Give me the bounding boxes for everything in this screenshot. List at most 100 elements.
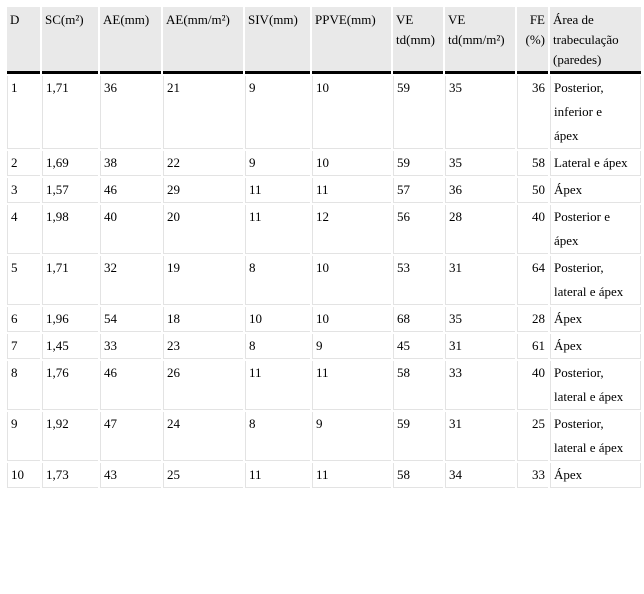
column-header-siv: SIV(mm): [245, 7, 310, 74]
cell-ppve: 11: [312, 178, 391, 203]
table-row-4: 4 1,98 40 20 11 12 56 28 40 Posterior e ápex: [7, 205, 641, 254]
cell-ae: 46: [100, 178, 161, 203]
cell-ve-td: 68: [393, 307, 443, 332]
cell-ppve: 10: [312, 256, 391, 305]
cell-siv: 11: [245, 463, 310, 488]
cell-ae: 36: [100, 76, 161, 149]
cell-ve-td: 53: [393, 256, 443, 305]
cell-ae-m2: 24: [163, 412, 243, 461]
cell-sc: 1,71: [42, 76, 98, 149]
cell-area: Posterior e ápex: [550, 205, 641, 254]
cell-fe: 28: [517, 307, 548, 332]
table-row-5: 5 1,71 32 19 8 10 53 31 64 Posterior, lateral e á…: [7, 256, 641, 305]
cell-d: 7: [7, 334, 40, 359]
cell-area: Lateral e ápex: [550, 151, 641, 176]
table-row-7: 7 1,45 33 23 8 9 45 31 61 Ápex: [7, 334, 641, 359]
cell-fe: 61: [517, 334, 548, 359]
column-header-ve-td: VE td(mm): [393, 7, 443, 74]
column-header-fe: FE (%): [517, 7, 548, 74]
cell-area: Posterior, lateral e ápex: [550, 412, 641, 461]
cell-area: Ápex: [550, 178, 641, 203]
cell-sc: 1,92: [42, 412, 98, 461]
table-row-6: 6 1,96 54 18 10 10 68 35 28 Ápex: [7, 307, 641, 332]
cell-d: 1: [7, 76, 40, 149]
cell-ae-m2: 29: [163, 178, 243, 203]
cell-ve-td: 56: [393, 205, 443, 254]
cell-ae: 47: [100, 412, 161, 461]
cell-ve-td: 45: [393, 334, 443, 359]
cell-d: 5: [7, 256, 40, 305]
cell-fe: 50: [517, 178, 548, 203]
cell-d: 2: [7, 151, 40, 176]
cell-ae: 32: [100, 256, 161, 305]
cell-area: Ápex: [550, 463, 641, 488]
cell-d: 4: [7, 205, 40, 254]
cell-d: 6: [7, 307, 40, 332]
cell-ae-m2: 22: [163, 151, 243, 176]
cell-d: 8: [7, 361, 40, 410]
cell-ae: 46: [100, 361, 161, 410]
cell-ve-td-m2: 35: [445, 151, 515, 176]
cell-ae-m2: 19: [163, 256, 243, 305]
cell-fe: 64: [517, 256, 548, 305]
cell-d: 9: [7, 412, 40, 461]
cell-ppve: 12: [312, 205, 391, 254]
cell-ve-td-m2: 31: [445, 412, 515, 461]
cell-ve-td: 57: [393, 178, 443, 203]
column-header-ppve: PPVE(mm): [312, 7, 391, 74]
cell-siv: 9: [245, 76, 310, 149]
column-header-ae: AE(mm): [100, 7, 161, 74]
cell-ae-m2: 18: [163, 307, 243, 332]
table-row-9: 9 1,92 47 24 8 9 59 31 25 Posterior, lateral e áp…: [7, 412, 641, 461]
cell-ve-td-m2: 36: [445, 178, 515, 203]
cell-siv: 11: [245, 361, 310, 410]
cell-siv: 8: [245, 334, 310, 359]
cell-ae-m2: 23: [163, 334, 243, 359]
cell-ae: 43: [100, 463, 161, 488]
cell-d: 3: [7, 178, 40, 203]
cell-ve-td-m2: 35: [445, 307, 515, 332]
cell-area: Posterior, lateral e ápex: [550, 361, 641, 410]
cell-ppve: 9: [312, 412, 391, 461]
cell-ae-m2: 26: [163, 361, 243, 410]
cell-ve-td-m2: 33: [445, 361, 515, 410]
cell-fe: 33: [517, 463, 548, 488]
table-body: 1 1,71 36 21 9 10 59 35 36 Posterior, inferior e …: [7, 76, 641, 488]
column-header-ve-td-m2: VE td(mm/m²): [445, 7, 515, 74]
table-row-2: 2 1,69 38 22 9 10 59 35 58 Lateral e ápex: [7, 151, 641, 176]
cell-ve-td: 58: [393, 361, 443, 410]
cell-fe: 25: [517, 412, 548, 461]
cell-ae: 38: [100, 151, 161, 176]
table-row-8: 8 1,76 46 26 11 11 58 33 40 Posterior, lateral e …: [7, 361, 641, 410]
column-header-sc: SC(m²): [42, 7, 98, 74]
cell-area: Ápex: [550, 307, 641, 332]
cell-sc: 1,45: [42, 334, 98, 359]
cell-ve-td-m2: 31: [445, 256, 515, 305]
cell-ppve: 11: [312, 361, 391, 410]
table-header: D SC(m²) AE(mm) AE(mm/m²) SIV(mm) PPVE(mm) VE …: [7, 7, 641, 74]
cell-ppve: 10: [312, 76, 391, 149]
cell-siv: 8: [245, 412, 310, 461]
table-row-3: 3 1,57 46 29 11 11 57 36 50 Ápex: [7, 178, 641, 203]
cell-siv: 8: [245, 256, 310, 305]
cell-fe: 40: [517, 205, 548, 254]
cell-ve-td-m2: 31: [445, 334, 515, 359]
cell-ae: 33: [100, 334, 161, 359]
cell-ae-m2: 20: [163, 205, 243, 254]
cell-ppve: 10: [312, 307, 391, 332]
column-header-d: D: [7, 7, 40, 74]
cell-ve-td: 58: [393, 463, 443, 488]
cell-area: Ápex: [550, 334, 641, 359]
cell-siv: 10: [245, 307, 310, 332]
cell-siv: 11: [245, 205, 310, 254]
cell-sc: 1,57: [42, 178, 98, 203]
cell-ae: 54: [100, 307, 161, 332]
cell-siv: 11: [245, 178, 310, 203]
cell-ve-td: 59: [393, 151, 443, 176]
cell-sc: 1,96: [42, 307, 98, 332]
header-row: D SC(m²) AE(mm) AE(mm/m²) SIV(mm) PPVE(mm) VE …: [7, 7, 641, 74]
cell-ppve: 10: [312, 151, 391, 176]
cell-ve-td-m2: 35: [445, 76, 515, 149]
cell-ve-td-m2: 28: [445, 205, 515, 254]
patient-data-table: D SC(m²) AE(mm) AE(mm/m²) SIV(mm) PPVE(mm) VE …: [5, 5, 643, 490]
